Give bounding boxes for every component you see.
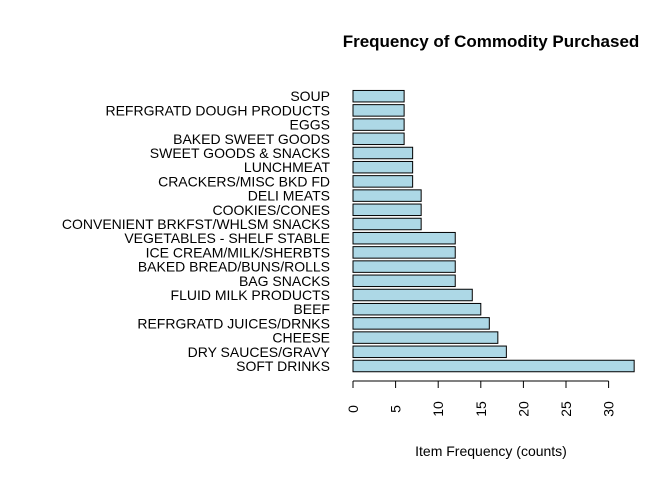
bars-group xyxy=(352,89,635,373)
category-label: DELI MEATS xyxy=(248,188,330,204)
bar xyxy=(352,118,405,131)
bar xyxy=(352,146,414,160)
bar xyxy=(352,345,507,359)
category-label: CRACKERS/MISC BKD FD xyxy=(158,173,330,189)
category-label: SOFT DRINKS xyxy=(236,358,330,374)
bar xyxy=(352,302,482,316)
category-label: CONVENIENT BRKFST/WHLSM SNACKS xyxy=(62,216,330,232)
x-tick-label: 10 xyxy=(430,401,446,417)
bar xyxy=(352,104,405,117)
bar xyxy=(352,160,414,174)
category-label: BAKED SWEET GOODS xyxy=(173,131,330,147)
category-label: ICE CREAM/MILK/SHERBTS xyxy=(146,244,330,260)
x-tick-label: 5 xyxy=(388,405,404,413)
category-label: VEGETABLES - SHELF STABLE xyxy=(124,230,330,246)
category-label: BEEF xyxy=(293,301,330,317)
bar xyxy=(352,189,422,202)
category-label: EGGS xyxy=(290,117,330,133)
bar xyxy=(352,260,456,273)
category-label: FLUID MILK PRODUCTS xyxy=(171,287,330,303)
category-label: BAG SNACKS xyxy=(239,273,330,289)
category-label: COOKIES/CONES xyxy=(213,202,330,218)
x-axis: 0 5 10 15 20 25 30 xyxy=(345,380,617,417)
bar xyxy=(352,331,499,344)
category-label: BAKED BREAD/BUNS/ROLLS xyxy=(138,259,330,275)
x-tick-label: 25 xyxy=(558,401,574,417)
bar xyxy=(352,217,422,231)
bar xyxy=(352,317,490,330)
bar xyxy=(352,246,456,259)
category-label: LUNCHMEAT xyxy=(244,159,331,175)
bar xyxy=(352,231,456,245)
bar xyxy=(352,132,405,146)
bar xyxy=(352,175,414,188)
x-axis-label: Item Frequency (counts) xyxy=(415,443,567,459)
bar xyxy=(352,274,456,288)
bar xyxy=(352,203,422,217)
x-tick-label: 20 xyxy=(515,401,531,417)
category-label: SOUP xyxy=(290,88,330,104)
category-label: CHEESE xyxy=(272,330,330,346)
bar xyxy=(352,359,635,373)
category-label: REFRGRATD DOUGH PRODUCTS xyxy=(105,102,330,118)
bar xyxy=(352,89,405,103)
x-tick-label: 15 xyxy=(473,401,489,417)
x-tick-label: 30 xyxy=(601,401,617,417)
chart-title: Frequency of Commodity Purchased xyxy=(343,32,640,51)
category-label: SWEET GOODS & SNACKS xyxy=(150,145,330,161)
x-tick-label: 0 xyxy=(345,405,361,413)
category-label: REFRGRATD JUICES/DRNKS xyxy=(137,315,330,331)
bar xyxy=(352,288,473,302)
category-label: DRY SAUCES/GRAVY xyxy=(188,344,331,360)
